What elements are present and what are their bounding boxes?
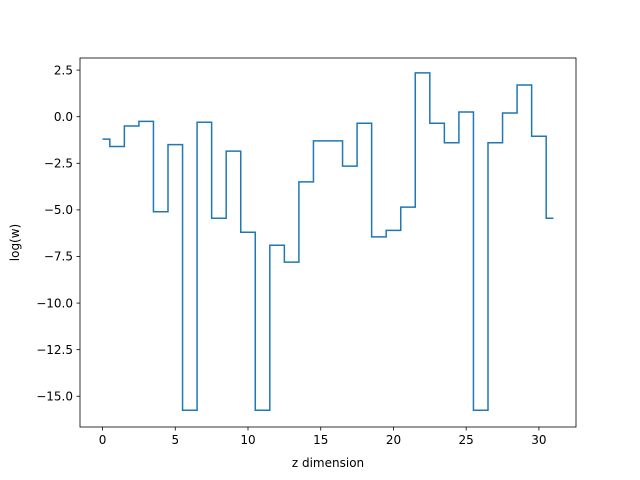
x-tick-label: 10 xyxy=(240,433,255,447)
y-axis: 2.5 0.0 −2.5 −5.0 −7.5 −10.0 −12.5 −15.0 xyxy=(36,63,80,403)
y-tick-label: 0.0 xyxy=(54,110,73,124)
y-axis-label: log(w) xyxy=(8,224,22,261)
plot-frame xyxy=(79,57,577,428)
x-tick-label: 20 xyxy=(386,433,401,447)
x-axis-label: z dimension xyxy=(292,456,364,470)
x-tick-label: 0 xyxy=(99,433,107,447)
y-tick-label: −12.5 xyxy=(36,343,73,357)
y-tick-label: −10.0 xyxy=(36,296,73,310)
y-tick-label: −15.0 xyxy=(36,389,73,403)
x-tick-label: 25 xyxy=(459,433,474,447)
x-axis: 0 5 10 15 20 25 30 xyxy=(99,427,547,447)
y-tick-label: −5.0 xyxy=(44,203,73,217)
y-tick-label: 2.5 xyxy=(54,63,73,77)
x-tick-label: 30 xyxy=(531,433,546,447)
x-tick-label: 15 xyxy=(313,433,328,447)
plot-area-background xyxy=(80,58,576,427)
series-line xyxy=(102,72,554,411)
y-tick-label: −7.5 xyxy=(44,250,73,264)
y-tick-label: −2.5 xyxy=(44,156,73,170)
x-tick-label: 5 xyxy=(171,433,179,447)
